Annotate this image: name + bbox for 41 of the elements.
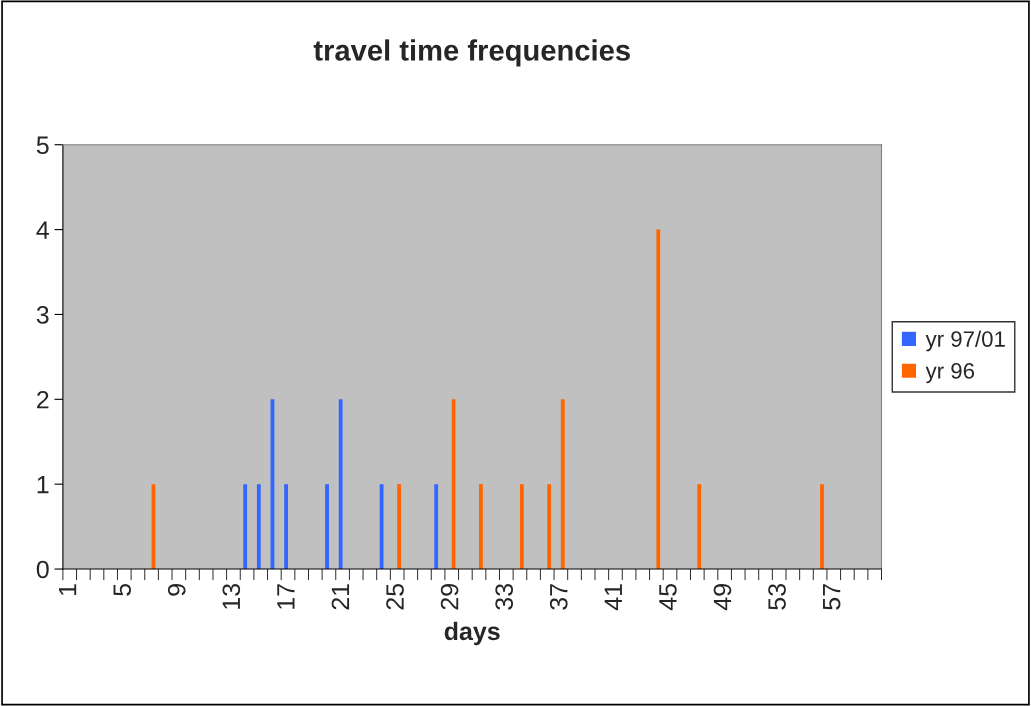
x-tick-label: 1 (58, 584, 77, 595)
legend-label: yr 96 (925, 363, 975, 384)
x-tick-label: 49 (713, 584, 732, 611)
x-tick-label: 37 (549, 584, 568, 610)
x-tick-label: 9 (167, 584, 186, 596)
x-tick-label: 17 (277, 584, 295, 609)
x-tick-label: 21 (331, 584, 350, 610)
x-tick-label: 29 (440, 584, 459, 610)
bar (697, 484, 702, 570)
y-tick-label: 1 (37, 476, 49, 494)
y-tick-label: 3 (36, 306, 49, 324)
bar (656, 229, 661, 570)
bar (560, 399, 565, 570)
x-axis-title: days (444, 621, 500, 646)
bar (547, 484, 552, 570)
bar (338, 399, 343, 570)
bar (325, 484, 329, 570)
x-tick-label: 41 (604, 584, 622, 611)
y-tick-label: 4 (36, 221, 49, 239)
y-tick-label: 0 (36, 560, 49, 579)
y-tick-label: 5 (36, 136, 49, 155)
bar (434, 484, 439, 570)
x-tick-label: 33 (495, 584, 514, 610)
bar (243, 484, 248, 570)
bar (820, 484, 824, 570)
bar (451, 399, 456, 570)
bar (397, 484, 401, 570)
x-tick-label: 25 (386, 583, 404, 610)
bar (379, 484, 384, 570)
x-tick-label: 45 (659, 583, 677, 611)
x-tick-label: 53 (768, 584, 786, 610)
x-tick-label: 57 (823, 584, 841, 610)
bar (284, 484, 289, 570)
bar (479, 484, 483, 570)
x-tick-label: 13 (222, 584, 241, 609)
chart-title: travel time frequencies (313, 39, 630, 67)
y-tick-label: 2 (37, 390, 49, 409)
bar (256, 484, 261, 570)
bar (519, 484, 524, 570)
x-tick-label: 5 (113, 583, 131, 596)
legend-label: yr 97/01 (925, 330, 1005, 352)
